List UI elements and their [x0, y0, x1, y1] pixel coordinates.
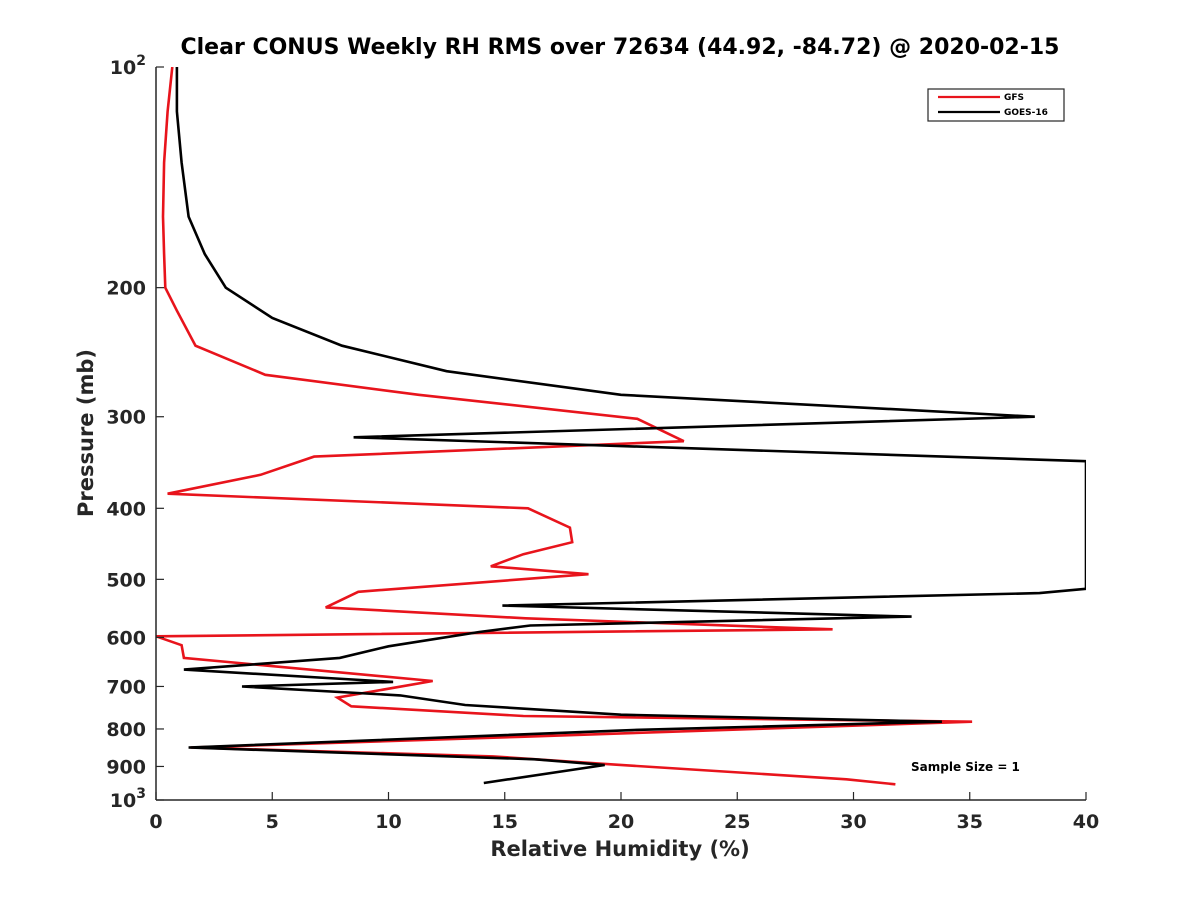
x-tick-label: 20 [608, 811, 634, 833]
y-tick-label: 800 [106, 719, 146, 741]
x-tick-label: 35 [957, 811, 983, 833]
x-ticks: 0 5 10 15 20 25 30 35 40 [149, 792, 1099, 833]
chart-title: Clear CONUS Weekly RH RMS over 72634 (44… [181, 35, 1060, 60]
y-tick-label-base: 600 [106, 627, 146, 649]
y-tick-label-base: 300 [106, 407, 146, 429]
y-axis-label: Pressure (mb) [74, 349, 98, 517]
plot-area: 0 5 10 15 20 25 30 35 40 10220030040050060070080… [106, 53, 1099, 833]
x-tick-label: 30 [840, 811, 866, 833]
y-tick-label-exponent: 3 [136, 786, 146, 802]
y-tick-label-base: 400 [106, 498, 146, 520]
x-tick-label: 10 [375, 811, 401, 833]
y-tick-label-base: 800 [106, 719, 146, 741]
x-tick-label: 0 [149, 811, 162, 833]
y-tick-label: 600 [106, 627, 146, 649]
y-tick-label: 102 [110, 53, 146, 79]
series-line-goes16 [175, 67, 1086, 785]
y-tick-label-exponent: 2 [136, 53, 146, 69]
x-axis-label: Relative Humidity (%) [490, 837, 749, 861]
y-tick-label-base: 10 [110, 790, 136, 812]
y-tick-label-base: 900 [106, 756, 146, 778]
legend-label-gfs: GFS [1004, 93, 1024, 103]
sample-size-annotation: Sample Size = 1 [911, 760, 1020, 774]
x-tick-label: 25 [724, 811, 750, 833]
y-tick-label: 500 [106, 569, 146, 591]
legend: GFS GOES-16 [927, 88, 1065, 122]
x-tick-label: 15 [492, 811, 518, 833]
y-tick-label: 400 [106, 498, 146, 520]
x-tick-label: 40 [1073, 811, 1099, 833]
series-group [156, 67, 1086, 786]
y-tick-label-base: 200 [106, 278, 146, 300]
y-tick-label: 103 [110, 786, 146, 812]
legend-label-goes16: GOES-16 [1004, 108, 1048, 118]
y-tick-label-base: 10 [110, 57, 136, 79]
y-tick-label: 200 [106, 278, 146, 300]
y-tick-label-base: 500 [106, 569, 146, 591]
y-tick-label-base: 700 [106, 676, 146, 698]
y-tick-label: 300 [106, 407, 146, 429]
y-tick-label: 900 [106, 756, 146, 778]
legend-box [927, 88, 1065, 122]
y-tick-label: 700 [106, 676, 146, 698]
x-tick-label: 5 [266, 811, 279, 833]
